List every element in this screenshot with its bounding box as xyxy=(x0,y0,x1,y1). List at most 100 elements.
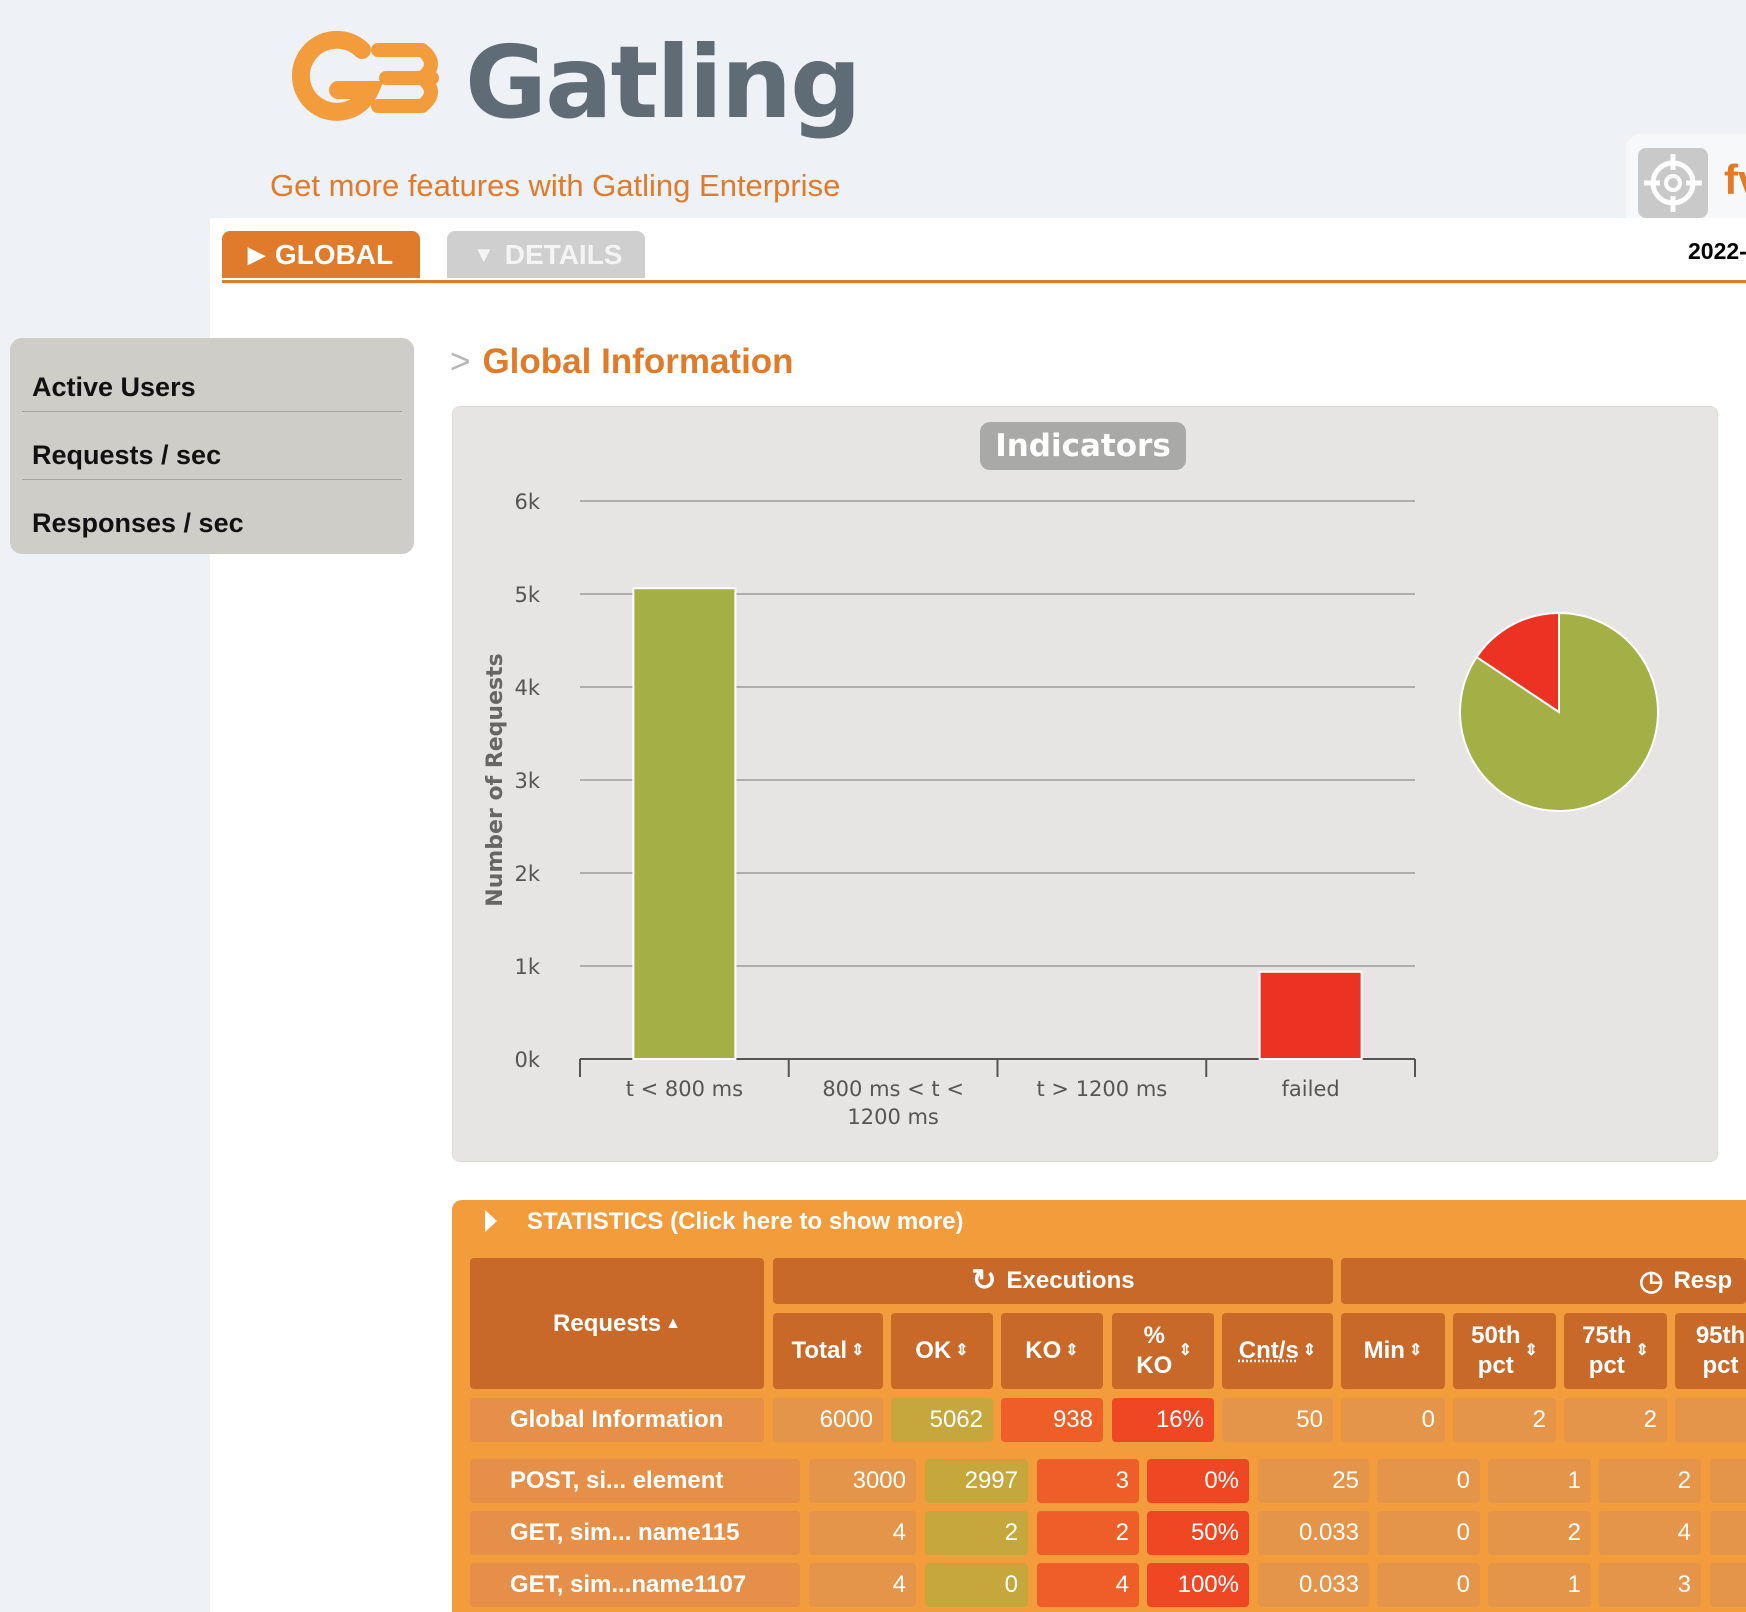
sort-icon: ⇕ xyxy=(1409,1336,1422,1366)
target-icon xyxy=(1638,148,1708,218)
y-tick-label: 0k xyxy=(514,1048,540,1072)
bar-3 xyxy=(1260,972,1362,1059)
column-header-total[interactable]: Total ⇕ xyxy=(773,1313,883,1389)
y-tick-label: 3k xyxy=(514,769,540,793)
chart-title: Indicators xyxy=(980,422,1186,470)
y-tick-label: 4k xyxy=(514,676,540,700)
cell-ok: 2997 xyxy=(925,1459,1028,1503)
column-header-label: % KO xyxy=(1134,1321,1175,1381)
cell-95th-pct xyxy=(1710,1511,1746,1555)
caret-down-icon: ▼ xyxy=(473,231,495,278)
cell-ko: 4 xyxy=(1037,1563,1139,1607)
y-tick-label: 5k xyxy=(514,583,540,607)
section-title: > Global Information xyxy=(450,342,794,382)
cell-75th-pct: 2 xyxy=(1599,1459,1701,1503)
simulation-card: fv xyxy=(1626,134,1746,220)
group-header-label: Resp xyxy=(1673,1266,1732,1296)
sort-asc-icon: ▲ xyxy=(665,1309,681,1339)
x-tick-label: 1200 ms xyxy=(847,1105,939,1129)
chevron-right-icon: > xyxy=(450,342,470,381)
clock-icon: ◷ xyxy=(1639,1266,1663,1296)
cell-50th-pct: 2 xyxy=(1488,1511,1591,1555)
group-header-response-time: ◷ Resp xyxy=(1341,1258,1746,1304)
x-tick-label: t < 800 ms xyxy=(626,1077,743,1101)
run-date: 2022- xyxy=(1688,238,1746,265)
tab-global[interactable]: ▶ GLOBAL xyxy=(222,231,420,278)
stats-row-request[interactable]: GET, sim... name115 xyxy=(470,1511,800,1555)
y-axis-title: Number of Requests xyxy=(483,653,508,906)
column-header-label: 50th pct xyxy=(1471,1321,1520,1381)
logo-wordmark: Gatling xyxy=(465,28,860,138)
column-header-ok[interactable]: OK ⇕ xyxy=(891,1313,993,1389)
column-header-label: Min xyxy=(1364,1336,1405,1366)
column-header-50th-pct[interactable]: 50th pct ⇕ xyxy=(1453,1313,1556,1389)
sort-icon: ⇕ xyxy=(1303,1336,1316,1366)
column-header-label: Cnt/s xyxy=(1239,1336,1299,1366)
tab-divider xyxy=(222,280,1746,283)
section-title-text: Global Information xyxy=(482,342,793,381)
column-header-ko[interactable]: KO ⇕ xyxy=(1001,1313,1103,1389)
x-tick-label: failed xyxy=(1282,1077,1340,1101)
cell-95th-pct xyxy=(1675,1398,1746,1442)
stats-row-request[interactable]: GET, sim...name1107 xyxy=(470,1563,800,1607)
column-header-label: 95th pct xyxy=(1695,1321,1746,1381)
statistics-toggle[interactable]: STATISTICS (Click here to show more) xyxy=(485,1208,964,1236)
refresh-icon: ↻ xyxy=(971,1266,996,1296)
column-header-label: Total xyxy=(792,1336,848,1366)
column-header-pct-ko[interactable]: % KO ⇕ xyxy=(1112,1313,1214,1389)
cell-ok: 5062 xyxy=(891,1398,993,1442)
sidebar-divider xyxy=(22,479,402,480)
sort-icon: ⇕ xyxy=(851,1336,864,1366)
sort-icon: ⇕ xyxy=(1065,1336,1078,1366)
column-header-min[interactable]: Min ⇕ xyxy=(1341,1313,1445,1389)
column-header-label: Requests xyxy=(553,1309,661,1339)
cell-95th-pct xyxy=(1710,1459,1746,1503)
simulation-name: fv xyxy=(1724,156,1746,204)
tab-label: GLOBAL xyxy=(275,239,393,270)
column-header-label: OK xyxy=(915,1336,951,1366)
sidebar-menu: Active Users Requests / sec Responses / … xyxy=(10,338,414,554)
cell-min: 0 xyxy=(1377,1459,1480,1503)
column-header-label: KO xyxy=(1025,1336,1061,1366)
cell-pct-ko: 16% xyxy=(1112,1398,1214,1442)
cell-ko: 2 xyxy=(1037,1511,1139,1555)
cell-pct-ko: 50% xyxy=(1147,1511,1249,1555)
cell-cnt-per-sec: 0.033 xyxy=(1258,1563,1369,1607)
x-tick-label: 800 ms < t < xyxy=(822,1077,964,1101)
y-tick-label: 2k xyxy=(514,862,540,886)
cell-min: 0 xyxy=(1377,1563,1480,1607)
cell-75th-pct: 4 xyxy=(1599,1511,1701,1555)
sort-icon: ⇕ xyxy=(1635,1336,1648,1366)
cell-95th-pct xyxy=(1710,1563,1746,1607)
tab-details[interactable]: ▼ DETAILS xyxy=(447,231,645,278)
enterprise-link[interactable]: Get more features with Gatling Enterpris… xyxy=(270,168,840,204)
caret-right-icon xyxy=(485,1210,497,1232)
cell-min: 0 xyxy=(1341,1398,1445,1442)
x-tick-label: t > 1200 ms xyxy=(1037,1077,1168,1101)
stats-row-global[interactable]: Global Information xyxy=(470,1398,764,1442)
indicators-chart-svg: 0k 1k 2k 3k 4k 5k 6k Number of Requests t < 800 … xyxy=(452,406,1716,1160)
cell-ko: 938 xyxy=(1001,1398,1103,1442)
column-header-95th-pct[interactable]: 95th pct xyxy=(1675,1313,1746,1389)
group-header-label: Executions xyxy=(1007,1266,1135,1296)
stats-row-request[interactable]: POST, si... element xyxy=(470,1459,800,1503)
sidebar-divider xyxy=(22,411,402,412)
statistics-toggle-label: STATISTICS (Click here to show more) xyxy=(527,1208,964,1235)
column-header-cnt-per-sec[interactable]: Cnt/s ⇕ xyxy=(1222,1313,1333,1389)
cell-cnt-per-sec: 25 xyxy=(1258,1459,1369,1503)
sort-icon: ⇕ xyxy=(1524,1336,1537,1366)
y-tick-label: 1k xyxy=(514,955,540,979)
column-header-75th-pct[interactable]: 75th pct ⇕ xyxy=(1564,1313,1667,1389)
column-header-requests[interactable]: Requests ▲ xyxy=(470,1258,764,1389)
tab-label: DETAILS xyxy=(505,239,623,270)
cell-75th-pct: 3 xyxy=(1599,1563,1701,1607)
cell-50th-pct: 2 xyxy=(1453,1398,1556,1442)
cell-ok: 0 xyxy=(925,1563,1028,1607)
cell-50th-pct: 1 xyxy=(1488,1459,1591,1503)
sidebar-item-responses-per-sec[interactable]: Responses / sec xyxy=(22,490,402,556)
cell-ko: 3 xyxy=(1037,1459,1139,1503)
cell-cnt-per-sec: 0.033 xyxy=(1258,1511,1369,1555)
cell-ok: 2 xyxy=(925,1511,1028,1555)
caret-right-icon: ▶ xyxy=(248,231,265,278)
bar-0 xyxy=(633,588,735,1059)
